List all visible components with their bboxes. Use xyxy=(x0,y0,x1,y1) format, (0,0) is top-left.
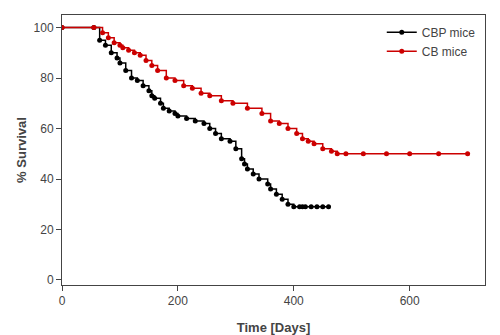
svg-text:20: 20 xyxy=(40,223,54,237)
svg-text:0: 0 xyxy=(47,273,54,287)
svg-text:40: 40 xyxy=(40,172,54,186)
svg-text:200: 200 xyxy=(168,294,188,308)
svg-text:% Survival: % Survival xyxy=(14,117,29,183)
svg-text:100: 100 xyxy=(34,21,54,35)
svg-text:CB mice: CB mice xyxy=(422,45,468,59)
svg-text:80: 80 xyxy=(40,71,54,85)
svg-text:60: 60 xyxy=(40,122,54,136)
svg-text:Time [Days]: Time [Days] xyxy=(237,320,310,335)
svg-text:600: 600 xyxy=(400,294,420,308)
svg-text:400: 400 xyxy=(284,294,304,308)
svg-text:0: 0 xyxy=(59,294,66,308)
svg-text:CBP mice: CBP mice xyxy=(422,26,475,40)
